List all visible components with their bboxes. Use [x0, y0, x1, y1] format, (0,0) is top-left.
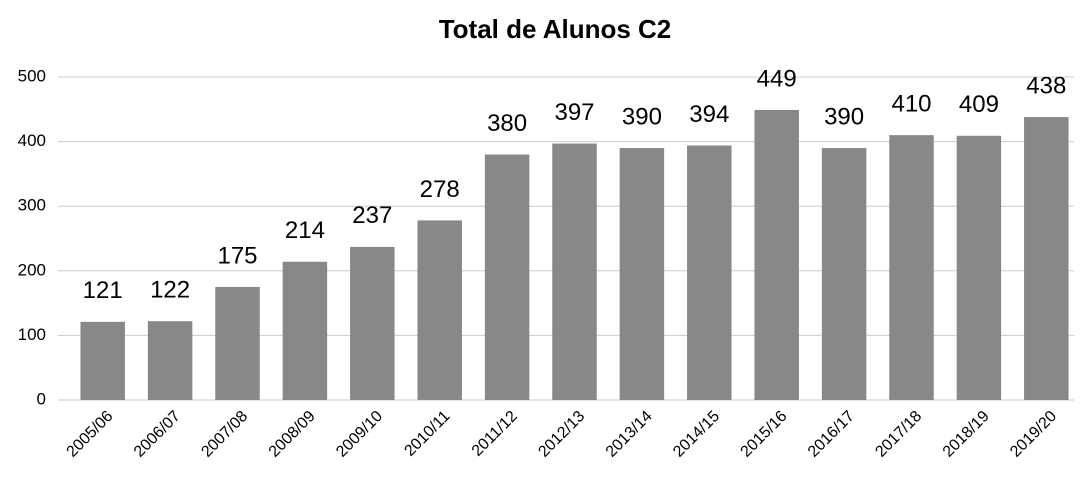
value-label: 390 [824, 103, 864, 130]
chart-title: Total de Alunos C2 [439, 14, 672, 44]
bar [147, 321, 193, 400]
y-tick-label: 100 [18, 325, 46, 344]
bar [350, 246, 395, 400]
value-label: 214 [285, 217, 325, 244]
bar [484, 154, 530, 400]
bar [754, 109, 799, 401]
value-label: 175 [217, 242, 257, 269]
value-label: 449 [757, 65, 797, 92]
bar [1024, 117, 1069, 400]
value-label: 122 [150, 277, 190, 304]
value-label: 121 [83, 277, 123, 304]
value-label: 438 [1026, 72, 1066, 99]
y-tick-label: 300 [18, 196, 46, 215]
value-label: 380 [487, 110, 527, 137]
bar [80, 321, 125, 400]
value-label: 409 [959, 91, 999, 118]
bar [417, 220, 462, 400]
value-label: 410 [891, 90, 931, 117]
value-label: 394 [689, 101, 729, 128]
bar [282, 261, 328, 400]
value-label: 237 [352, 202, 392, 229]
value-label: 390 [622, 103, 662, 130]
bar [889, 135, 934, 400]
bar [956, 135, 1002, 400]
y-tick-label: 400 [18, 131, 46, 150]
y-tick-label: 0 [37, 389, 46, 408]
y-tick-label: 500 [18, 66, 46, 85]
value-label: 278 [420, 176, 460, 203]
value-label: 397 [554, 99, 594, 126]
bar [619, 148, 665, 400]
bar [552, 143, 597, 400]
bar [821, 148, 867, 400]
bar [215, 286, 260, 400]
bar [687, 145, 732, 400]
y-tick-label: 200 [18, 260, 46, 279]
